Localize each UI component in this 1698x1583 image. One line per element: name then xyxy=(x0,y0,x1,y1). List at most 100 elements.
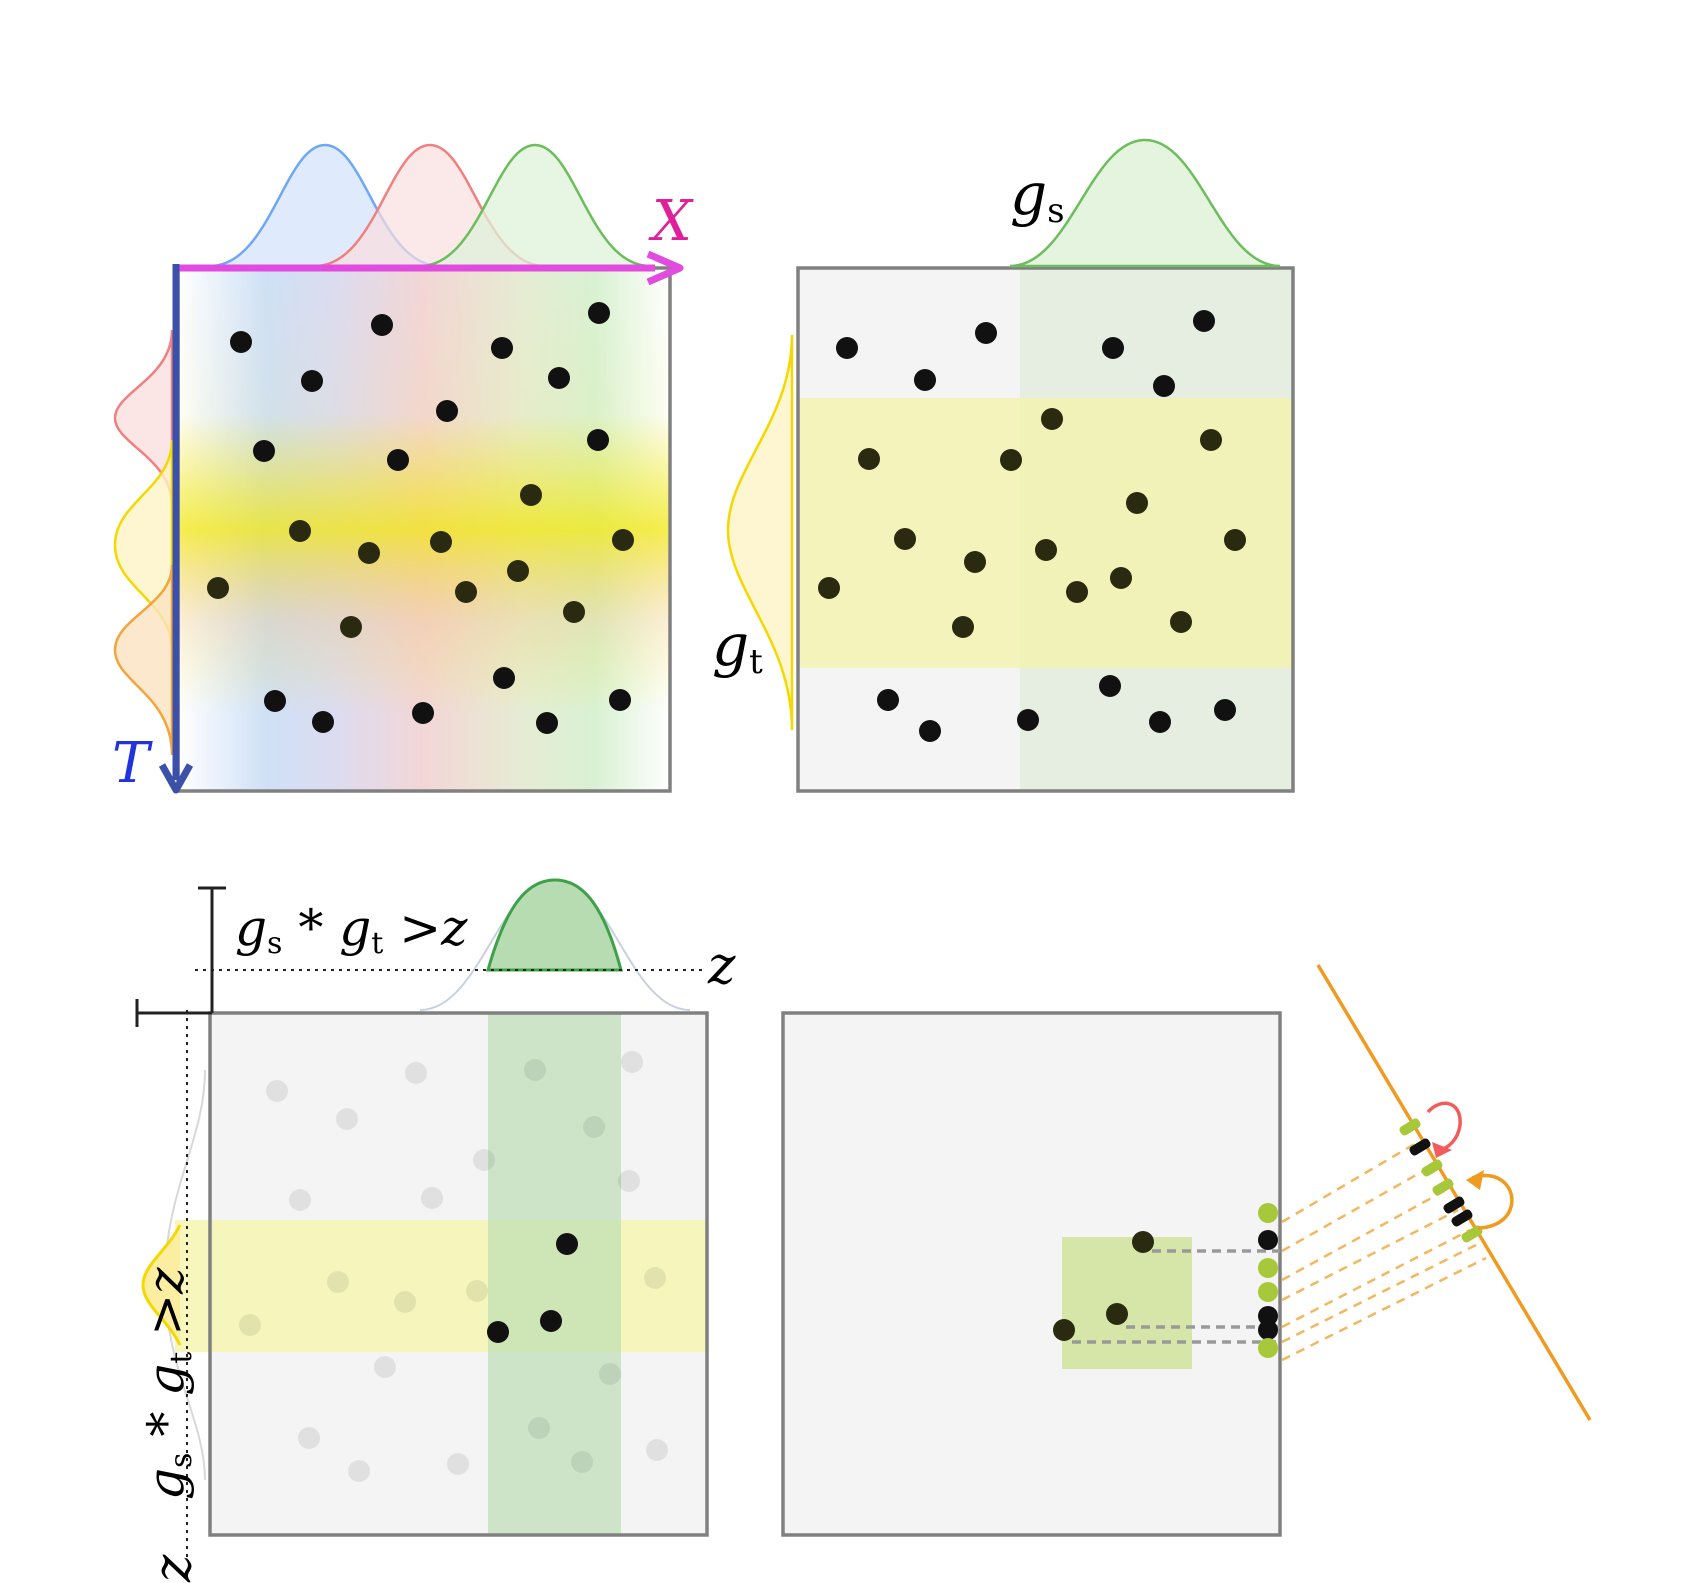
panel-selected-neighborhood xyxy=(781,1011,1487,1537)
panel4-bg xyxy=(783,1013,1280,1535)
gs-kernel-curve xyxy=(1009,138,1281,268)
threshold-formula-left: gs * gt >z xyxy=(137,1267,199,1500)
column-node xyxy=(1258,1203,1278,1223)
panel2-events xyxy=(818,310,1246,742)
event-dot xyxy=(952,616,974,638)
event-dot xyxy=(289,520,311,542)
event-dot xyxy=(1126,492,1148,514)
selected-event-dot xyxy=(1132,1231,1154,1253)
timeline-node xyxy=(1461,1225,1483,1243)
faded-event-dot xyxy=(618,1170,640,1192)
event-dot xyxy=(493,667,515,689)
faded-event-dot xyxy=(327,1271,349,1293)
timeline-node xyxy=(1443,1196,1465,1214)
event-dot xyxy=(1193,310,1215,332)
gt-label: gt xyxy=(712,611,763,682)
faded-event-dot xyxy=(524,1059,546,1081)
faded-event-dot xyxy=(289,1189,311,1211)
event-dot xyxy=(371,314,393,336)
faded-event-dot xyxy=(421,1187,443,1209)
event-dot xyxy=(975,322,997,344)
event-dot xyxy=(877,689,899,711)
event-dot xyxy=(1214,699,1236,721)
event-dot xyxy=(609,689,631,711)
column-node xyxy=(1258,1258,1278,1278)
column-node xyxy=(1258,1306,1278,1326)
orange-loop-arrow xyxy=(1471,1173,1514,1230)
event-dot xyxy=(436,400,458,422)
event-dot xyxy=(264,690,286,712)
event-dot xyxy=(964,551,986,573)
event-dot xyxy=(588,302,610,324)
timeline-node xyxy=(1399,1118,1421,1136)
faded-event-dot xyxy=(239,1314,261,1336)
selected-event-dot xyxy=(540,1310,562,1332)
event-dot xyxy=(1102,337,1124,359)
event-dot xyxy=(612,529,634,551)
event-timeline xyxy=(1316,964,1592,1421)
faded-event-dot xyxy=(405,1062,427,1084)
event-dot xyxy=(387,449,409,471)
event-dot xyxy=(430,531,452,553)
panel4-events xyxy=(1053,1231,1154,1341)
x-axis-label: X xyxy=(648,189,694,254)
neighborhood-box xyxy=(1062,1237,1192,1369)
x-axis-arrowhead xyxy=(646,250,684,286)
event-dot xyxy=(507,560,529,582)
panel2-frame xyxy=(796,266,1295,793)
gt-above-threshold xyxy=(141,1224,182,1346)
selected-event-dot xyxy=(1106,1303,1128,1325)
timeline-node xyxy=(1432,1178,1454,1196)
faded-event-dot xyxy=(298,1427,320,1449)
gaussian-green xyxy=(419,143,651,268)
selected-event-dot xyxy=(1053,1319,1075,1341)
faded-event-dot xyxy=(646,1439,668,1461)
faded-event-dot xyxy=(599,1363,621,1385)
event-dot xyxy=(1017,709,1039,731)
event-dot xyxy=(919,720,941,742)
event-dot xyxy=(914,369,936,391)
panel3-frame xyxy=(208,1011,709,1537)
orange-arrowhead xyxy=(1466,1170,1484,1190)
gt-kernel-curve xyxy=(726,334,794,731)
event-dot xyxy=(1099,675,1121,697)
event-column xyxy=(1258,1203,1278,1358)
event-dot xyxy=(1153,375,1175,397)
event-dot xyxy=(207,577,229,599)
z-label-left: z xyxy=(143,1554,203,1583)
event-dot xyxy=(301,370,323,392)
event-dot xyxy=(1224,529,1246,551)
threshold-formula-top: gs * gt >z xyxy=(235,899,468,961)
red-arrowhead xyxy=(1432,1142,1452,1158)
event-dot xyxy=(1170,611,1192,633)
t-axis-arrowhead xyxy=(158,763,194,794)
column-node xyxy=(1258,1320,1278,1340)
event-dot xyxy=(836,337,858,359)
event-dot xyxy=(253,440,275,462)
red-loop-arrow xyxy=(1426,1101,1462,1152)
gs-above-threshold xyxy=(486,878,623,972)
event-dot xyxy=(455,581,477,603)
event-dot xyxy=(1200,429,1222,451)
panel-threshold: gs * gt >z z gs * gt >z z xyxy=(135,878,736,1583)
faded-event-dot xyxy=(374,1356,396,1378)
faded-event-dot xyxy=(447,1453,469,1475)
timeline-line xyxy=(1316,964,1592,1421)
event-dot xyxy=(858,448,880,470)
event-dot xyxy=(587,429,609,451)
projection-lines xyxy=(1072,1249,1280,1344)
event-dot xyxy=(548,367,570,389)
faded-event-dot xyxy=(466,1280,488,1302)
faded-event-dot xyxy=(583,1116,605,1138)
faded-event-dot xyxy=(348,1460,370,1482)
event-dot xyxy=(563,601,585,623)
event-dot xyxy=(312,711,334,733)
event-dot xyxy=(1110,567,1132,589)
event-dot xyxy=(491,337,513,359)
event-dot xyxy=(520,484,542,506)
z-label-top: z xyxy=(707,936,736,996)
gs-label: gs xyxy=(1010,160,1065,231)
t-axis-label: T xyxy=(112,731,153,796)
panel4-frame xyxy=(781,1011,1282,1537)
